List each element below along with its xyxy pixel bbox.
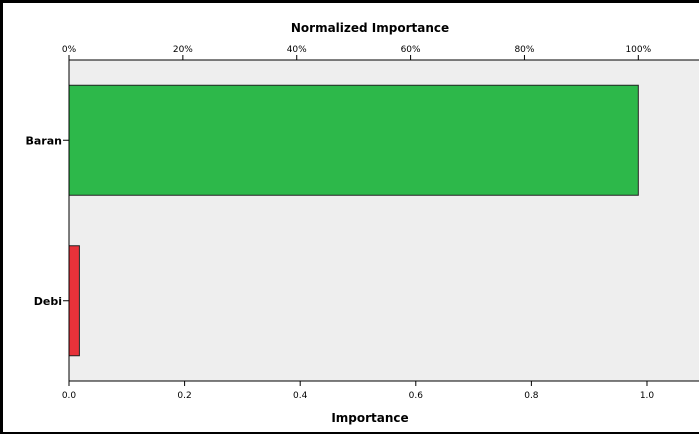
x2-tick-label: 40% (287, 45, 307, 55)
bottom-axis-title: Importance (331, 411, 408, 425)
x2-tick-label: 100% (625, 45, 651, 55)
x-tick-label: 0.8 (524, 391, 539, 401)
x-tick-label: 0.2 (177, 391, 191, 401)
category-label-baran: Baran (26, 134, 63, 147)
x-tick-label: 1.0 (640, 391, 655, 401)
x-tick-label: 0.0 (62, 391, 77, 401)
bar-baran (68, 84, 639, 196)
x2-tick-label: 60% (401, 45, 421, 55)
x-tick-label: 0.4 (293, 391, 308, 401)
category-label-debi: Debi (34, 295, 62, 308)
top-axis-title: Normalized Importance (291, 21, 449, 35)
x-tick-label: 0.6 (409, 391, 424, 401)
bar-debi (68, 245, 80, 357)
x2-tick-label: 80% (514, 45, 534, 55)
x2-tick-label: 0% (62, 45, 77, 55)
x2-tick-label: 20% (173, 45, 193, 55)
